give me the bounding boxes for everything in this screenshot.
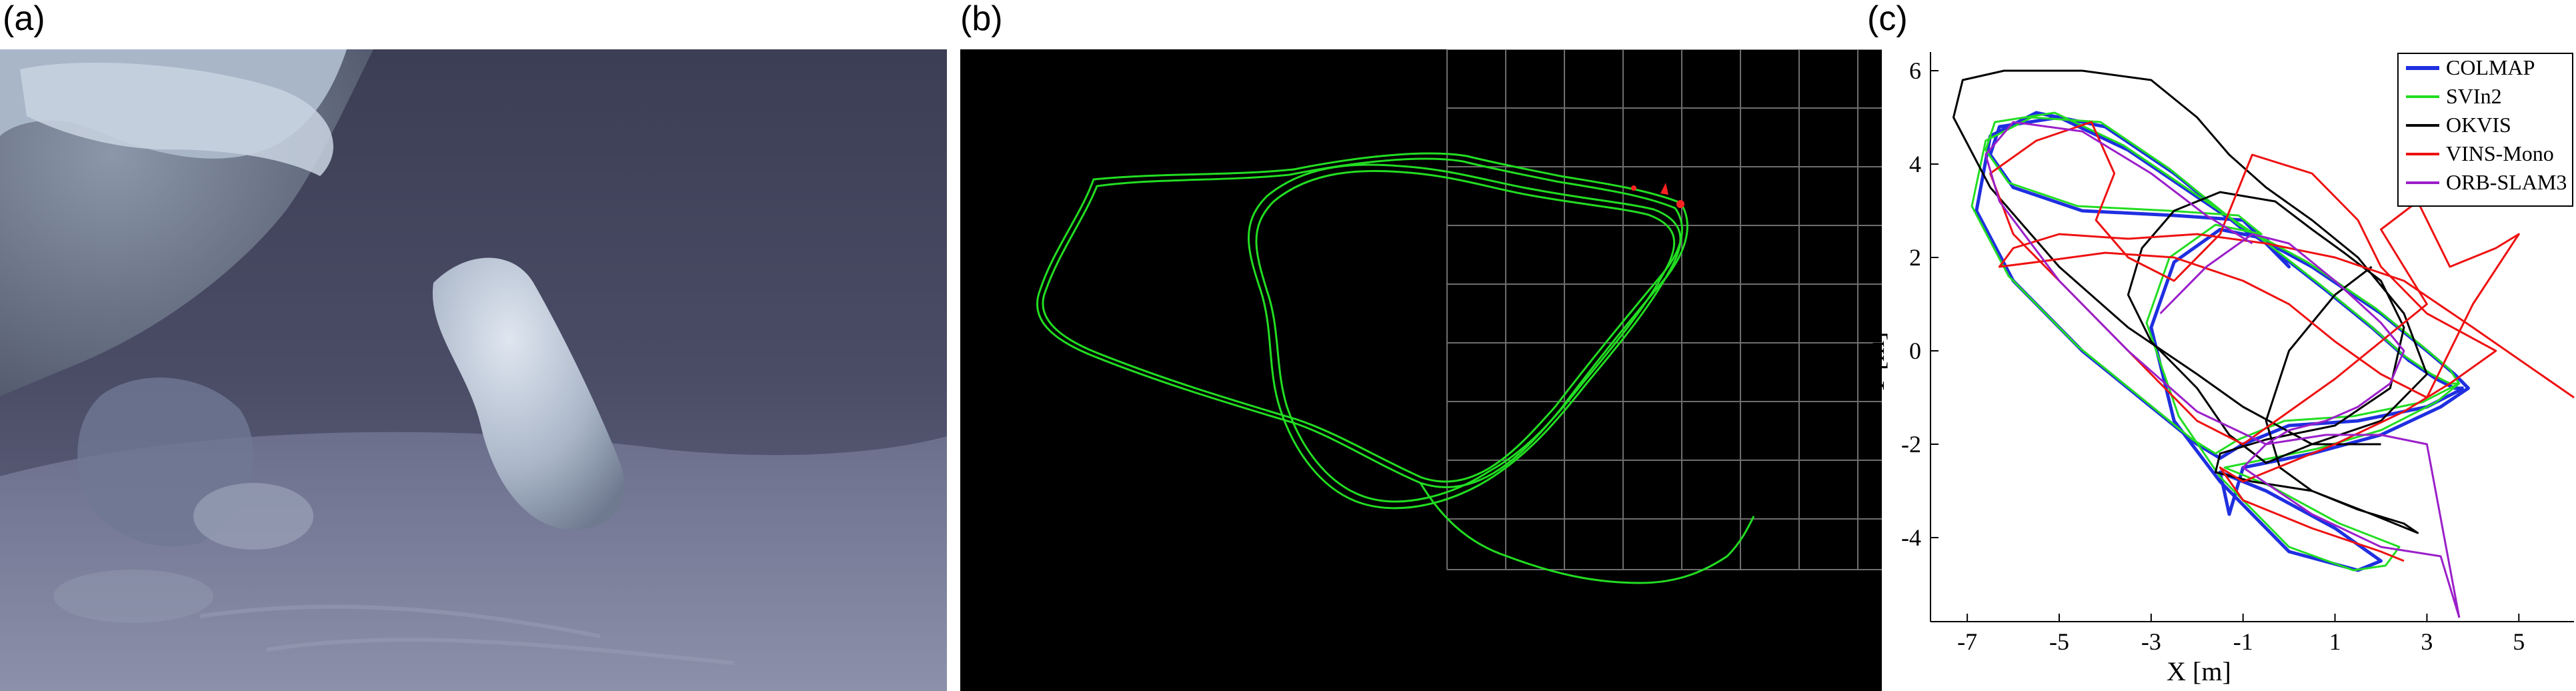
x-tick-label: 5 bbox=[2513, 628, 2525, 655]
trajectory-view-panel bbox=[960, 49, 1882, 691]
x-tick-label: -3 bbox=[2141, 628, 2161, 655]
ground-grid bbox=[1446, 49, 1882, 570]
legend-label: COLMAP bbox=[2446, 55, 2535, 79]
panel-label-a: (a) bbox=[3, 0, 45, 38]
trajectory-view bbox=[1036, 49, 1882, 584]
legend-label: SVIn2 bbox=[2446, 84, 2502, 108]
x-tick-label: 3 bbox=[2421, 628, 2433, 655]
series-line-colmap bbox=[1975, 111, 2470, 572]
y-tick-label: 0 bbox=[1909, 337, 1921, 364]
y-tick-label: 4 bbox=[1909, 151, 1921, 177]
y-tick-label: -2 bbox=[1901, 431, 1921, 458]
series-line-orb-slam3 bbox=[1985, 121, 2461, 618]
legend-label: ORB-SLAM3 bbox=[2446, 170, 2567, 194]
panel-label-b: (b) bbox=[960, 0, 1003, 38]
legend-box bbox=[2397, 53, 2573, 207]
legend-label: OKVIS bbox=[2446, 113, 2511, 137]
y-tick-label: 6 bbox=[1909, 57, 1921, 84]
cave-photo-panel bbox=[0, 49, 947, 691]
x-tick-label: -1 bbox=[2233, 628, 2253, 655]
trajectory-green bbox=[1036, 152, 1755, 584]
panel-label-c: (c) bbox=[1867, 0, 1908, 38]
x-axis-label: X [m] bbox=[2167, 656, 2231, 686]
y-axis-label: Y [m] bbox=[1867, 331, 1890, 395]
trajectory-chart-panel: -7 -5 -3 -1 1 3 5 -4 -2 0 2 4 6 X [m] Y [m] COLMAP SVIn2… bbox=[1867, 40, 2576, 691]
series-line-okvis bbox=[1953, 69, 2428, 534]
series-line-vins-mono bbox=[1989, 121, 2575, 562]
x-tick-label: -7 bbox=[1957, 628, 1977, 655]
x-tick-label: 1 bbox=[2329, 628, 2341, 655]
series-line-svin2 bbox=[1971, 111, 2461, 572]
x-tick-label: -5 bbox=[2049, 628, 2069, 655]
y-tick-label: 2 bbox=[1909, 244, 1921, 271]
legend-label: VINS-Mono bbox=[2446, 141, 2554, 165]
start-markers bbox=[1631, 183, 1684, 208]
y-tick-label: -4 bbox=[1901, 524, 1921, 551]
trajectory-chart: -7 -5 -3 -1 1 3 5 -4 -2 0 2 4 6 X [m] Y [m] COLMAP SVIn2… bbox=[1867, 52, 2575, 686]
cave-photo bbox=[0, 49, 947, 691]
